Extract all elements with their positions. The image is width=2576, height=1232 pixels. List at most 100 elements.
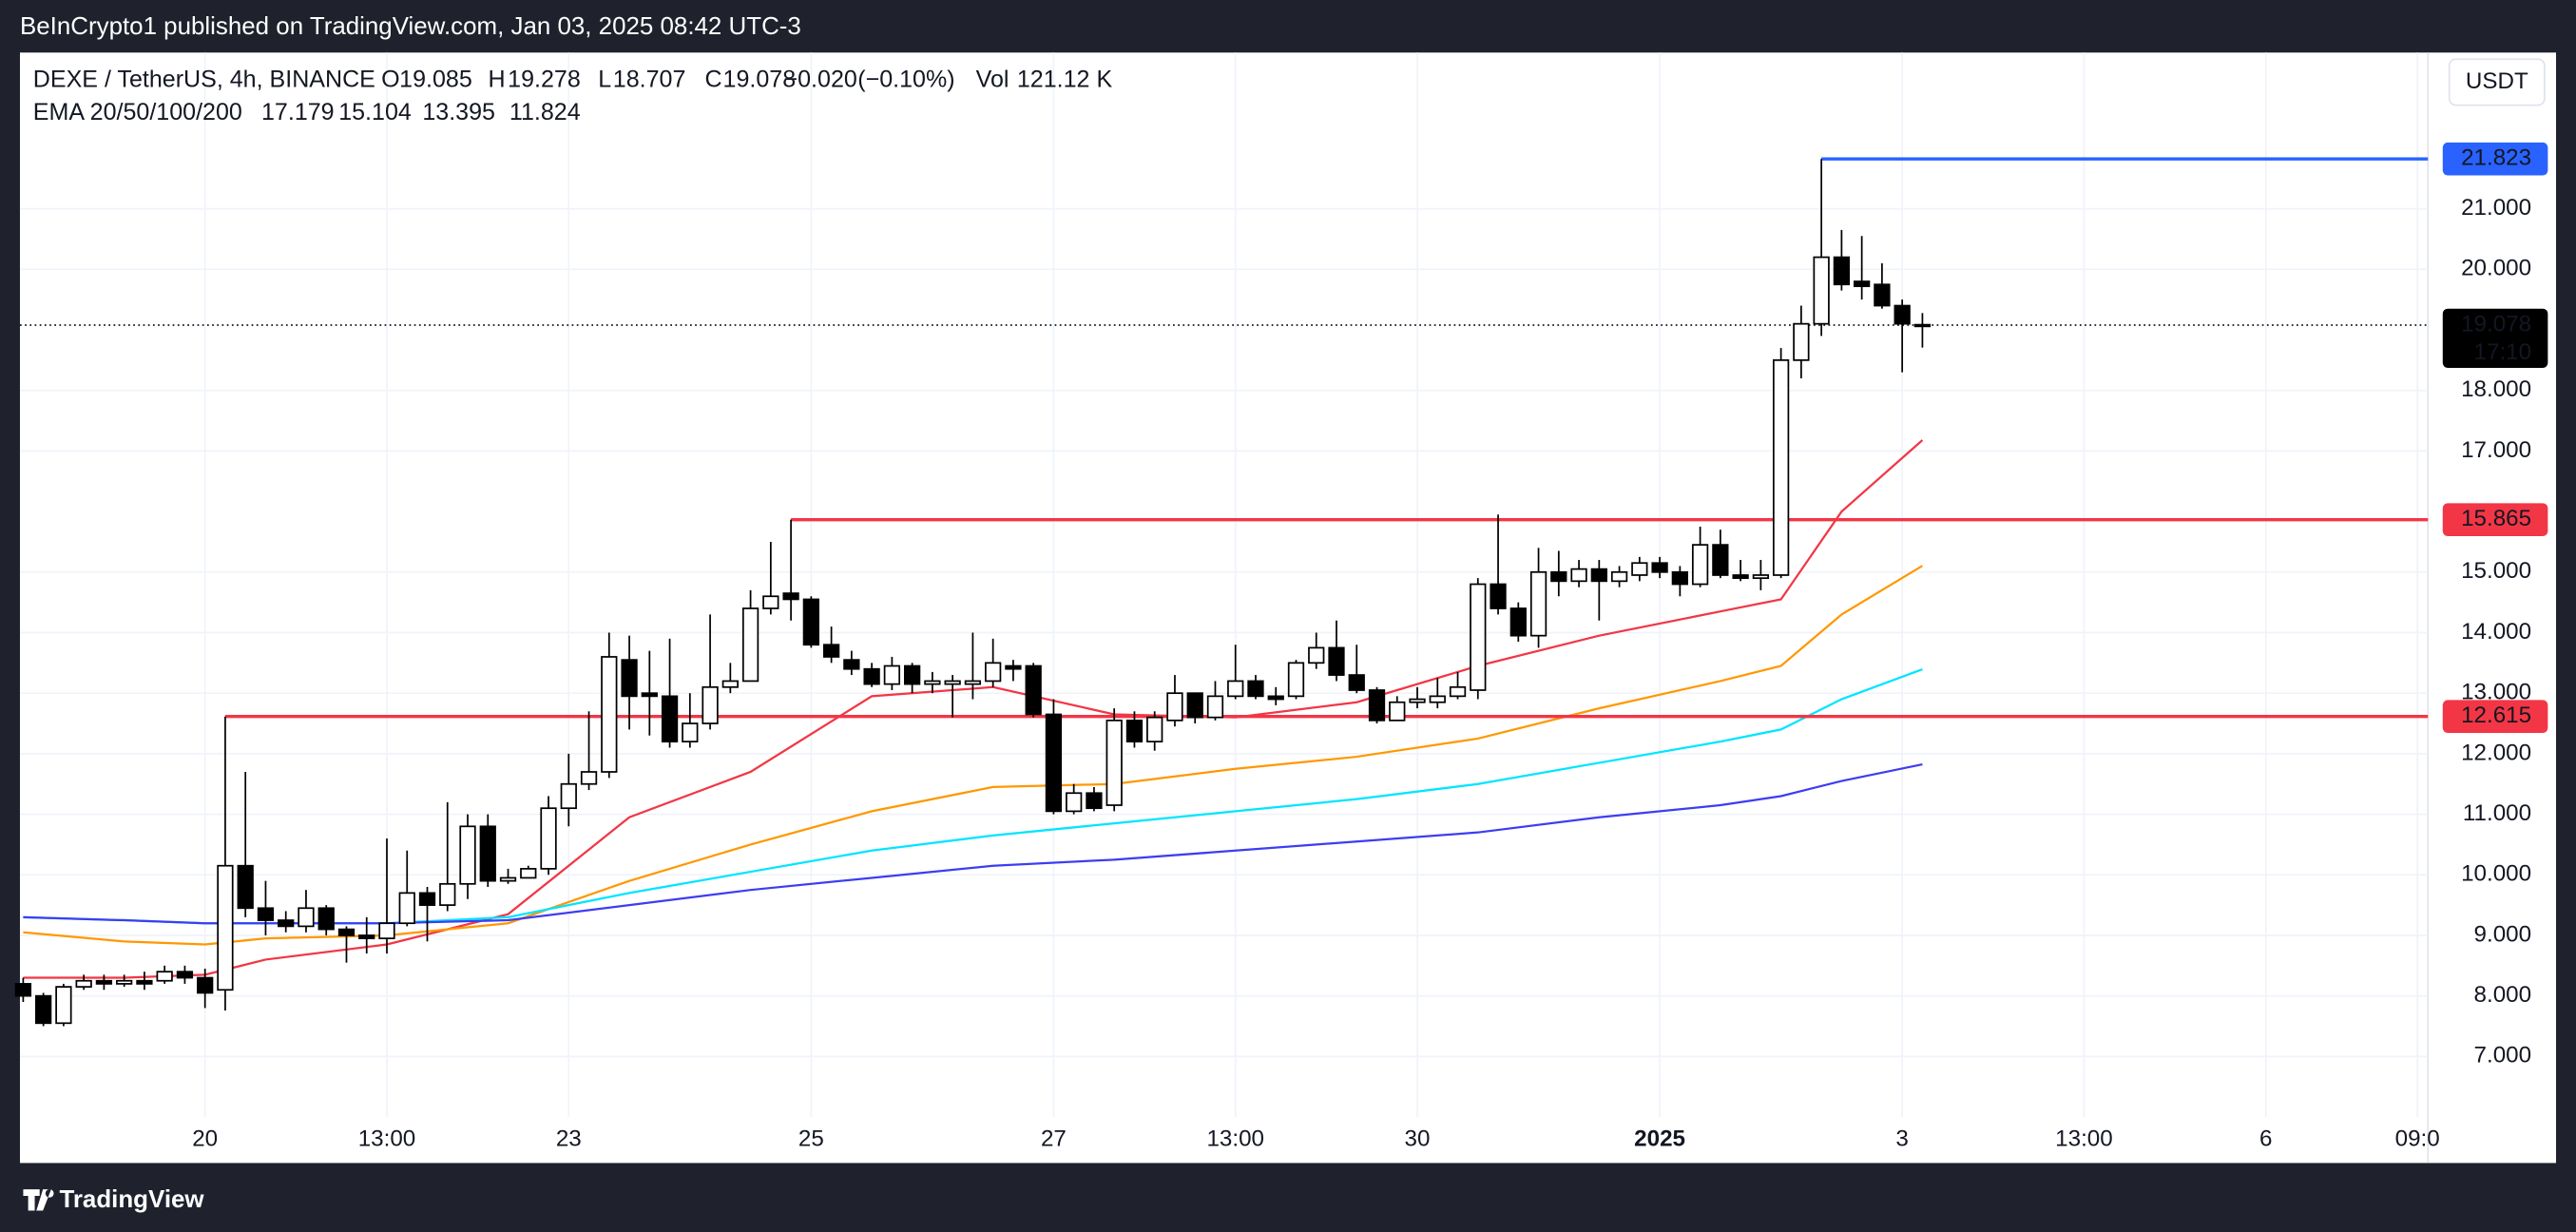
y-tick-label: 8.000 bbox=[2474, 982, 2532, 1008]
volume-value: 121.12 K bbox=[1017, 66, 1113, 92]
y-tick-label: 18.000 bbox=[2461, 376, 2531, 402]
low-value: 18.707 bbox=[613, 66, 686, 92]
candle-body bbox=[1105, 719, 1123, 806]
candle-body bbox=[903, 664, 921, 685]
candle-body bbox=[1813, 256, 1830, 325]
ema-legend: EMA 20/50/100/200 bbox=[33, 99, 242, 125]
brand: TradingView bbox=[59, 1186, 204, 1213]
x-tick-label: 13:00 bbox=[2055, 1126, 2113, 1152]
ema-value: 17.179 bbox=[261, 99, 335, 125]
candle-body bbox=[782, 592, 799, 601]
close-value: 19.078 bbox=[723, 66, 797, 92]
candle-body bbox=[1631, 562, 1648, 576]
y-tick-label: 20.000 bbox=[2461, 256, 2531, 281]
candle-body bbox=[1267, 695, 1284, 701]
candle-body bbox=[1793, 322, 1810, 361]
ema-value: 15.104 bbox=[338, 99, 412, 125]
countdown: 17:10 bbox=[2474, 339, 2532, 365]
ema-value: 11.824 bbox=[509, 99, 581, 125]
currency-button[interactable] bbox=[2448, 58, 2546, 106]
ema-line bbox=[23, 565, 1924, 946]
candle-body bbox=[682, 722, 699, 742]
axes: 7.0008.0009.00010.00011.00012.00013.0001… bbox=[192, 142, 2548, 1152]
candle-body bbox=[1772, 358, 1790, 576]
y-tick-label: 9.000 bbox=[2474, 921, 2532, 947]
candle-body bbox=[1570, 568, 1587, 583]
level-label: 12.615 bbox=[2461, 703, 2531, 728]
candle-body bbox=[136, 979, 153, 985]
candle-body bbox=[843, 659, 860, 670]
level-label: 21.823 bbox=[2461, 145, 2531, 171]
x-tick-label: 6 bbox=[2259, 1126, 2272, 1152]
candle-body bbox=[237, 864, 254, 910]
candle-body bbox=[1409, 698, 1426, 703]
candle-body bbox=[1590, 568, 1607, 583]
candle-body bbox=[75, 979, 92, 988]
candle-body bbox=[217, 864, 234, 991]
y-tick-label: 14.000 bbox=[2461, 619, 2531, 645]
high-label: H bbox=[488, 66, 505, 92]
candle-body bbox=[95, 979, 113, 985]
candle-body bbox=[964, 680, 982, 685]
candle-body bbox=[499, 876, 517, 882]
volume-label: Vol bbox=[976, 66, 1009, 92]
candle-body bbox=[863, 667, 880, 685]
candle-body bbox=[1389, 701, 1406, 722]
candle-body bbox=[1066, 792, 1083, 813]
candle-body bbox=[298, 907, 315, 928]
ema-line bbox=[23, 439, 1924, 979]
candle-body bbox=[1691, 544, 1709, 586]
candle-body bbox=[398, 892, 415, 925]
y-tick-label: 7.000 bbox=[2474, 1043, 2532, 1068]
candle-body bbox=[1449, 685, 1467, 698]
candle-body bbox=[1894, 304, 1911, 325]
candle-body bbox=[1328, 646, 1345, 676]
candle-body bbox=[337, 928, 356, 936]
open-label: O bbox=[381, 66, 399, 92]
x-tick-label: 3 bbox=[1895, 1126, 1908, 1152]
current-price-bg bbox=[2442, 308, 2548, 368]
candle-body bbox=[621, 659, 638, 698]
candle-body bbox=[1651, 562, 1668, 573]
current-price-label: 19.078 bbox=[2461, 311, 2531, 337]
candle-body bbox=[520, 868, 537, 879]
high-value: 19.278 bbox=[508, 66, 581, 92]
candle-body bbox=[1368, 689, 1386, 722]
x-tick-label: 20 bbox=[192, 1126, 218, 1152]
y-tick-label: 21.000 bbox=[2461, 195, 2531, 221]
level-label-bg bbox=[2442, 700, 2548, 733]
currency[interactable]: USDT bbox=[2466, 68, 2528, 94]
publisher: BeInCrypto1 published on TradingView.com… bbox=[20, 13, 801, 40]
candle-body bbox=[1166, 692, 1183, 722]
x-tick-label: 30 bbox=[1405, 1126, 1431, 1152]
candle-body bbox=[1490, 583, 1507, 609]
candle-body bbox=[721, 680, 739, 688]
x-tick-label: 13:00 bbox=[1206, 1126, 1264, 1152]
candle-body bbox=[116, 979, 133, 985]
candle-body bbox=[944, 680, 961, 685]
brand-logo bbox=[23, 1189, 54, 1211]
candle-body bbox=[1712, 544, 1729, 576]
candle-body bbox=[176, 971, 194, 979]
candle-body bbox=[1671, 570, 1688, 586]
candle-body bbox=[35, 994, 52, 1025]
candle-body bbox=[702, 685, 719, 724]
y-tick-label: 15.000 bbox=[2461, 558, 2531, 584]
candle-body bbox=[1025, 664, 1042, 716]
candle-body bbox=[418, 892, 436, 906]
candle-body bbox=[1348, 674, 1365, 691]
candle-body bbox=[1247, 680, 1264, 698]
candle-body bbox=[924, 680, 941, 685]
candle-body bbox=[1470, 583, 1487, 691]
x-tick-label: 13:00 bbox=[358, 1126, 416, 1152]
x-tick-label: 27 bbox=[1041, 1126, 1067, 1152]
candle-body bbox=[580, 771, 598, 785]
candle-body bbox=[257, 907, 275, 921]
candle-body bbox=[1529, 570, 1548, 637]
chart-panel bbox=[19, 52, 2557, 1164]
candle-body bbox=[378, 922, 395, 940]
candle-body bbox=[1752, 574, 1770, 580]
candle-body bbox=[55, 986, 72, 1025]
candle-body bbox=[1308, 646, 1325, 664]
